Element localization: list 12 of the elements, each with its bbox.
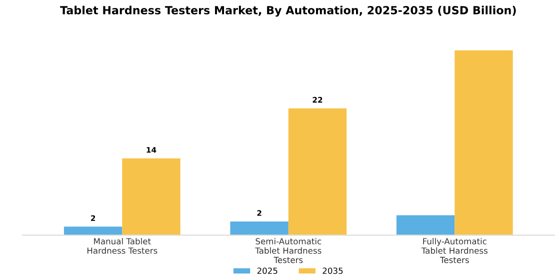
bar (396, 215, 455, 236)
legend-label: 2035 (322, 268, 343, 274)
legend-label: 2025 (257, 268, 278, 274)
bar (230, 222, 288, 236)
chart-title: Tablet Hardness Testers Market, By Automation, 2025-2035 (USD Billion) (60, 6, 516, 17)
bar (64, 226, 122, 236)
bar (288, 108, 347, 236)
bar (122, 158, 180, 236)
x-tick-label: Manual Tablet Hardness Testers (87, 238, 158, 254)
x-tick-label: Semi-Automatic Tablet Hardness Testers (255, 238, 322, 264)
bar (454, 50, 513, 236)
x-tick-label: Fully-Automatic Tablet Hardness Testers (421, 238, 488, 264)
